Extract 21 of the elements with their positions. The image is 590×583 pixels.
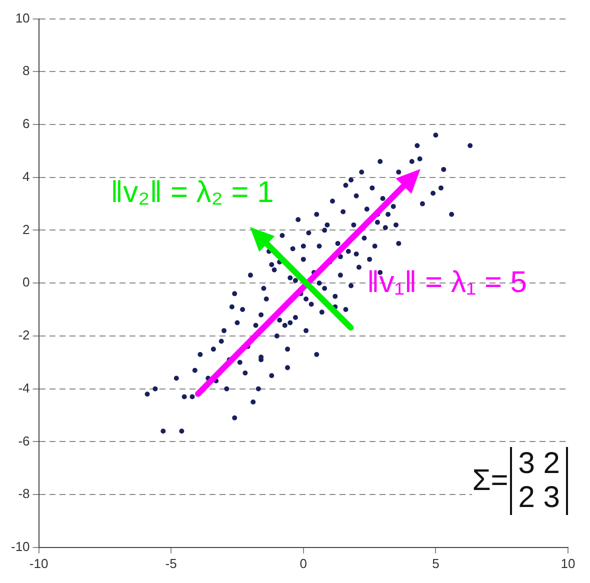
- matrix-brackets: 3 2 2 3: [510, 447, 568, 515]
- annotation: 3 2: [518, 447, 560, 481]
- x-tick-label: 10: [560, 556, 576, 571]
- y-tick-label: 0: [22, 274, 30, 290]
- y-tick-label: 4: [22, 168, 30, 184]
- y-tick-label: -6: [18, 433, 30, 448]
- annotation: ‖v₂‖ = λ₂ = 1: [110, 176, 274, 210]
- y-tick-label: 2: [22, 222, 30, 237]
- y-tick-label: 10: [15, 10, 30, 26]
- annotation: ‖v₁‖ = λ₁ = 5: [366, 266, 527, 300]
- annotation: Σ=: [472, 464, 508, 498]
- y-tick-label: -8: [18, 486, 30, 502]
- y-tick-label: -4: [18, 380, 30, 396]
- y-tick-label: -2: [18, 328, 30, 343]
- annotation: 2 3: [518, 481, 560, 515]
- y-tick-label: 8: [22, 63, 30, 78]
- x-tick-label: 5: [432, 556, 440, 571]
- y-tick-label: -10: [10, 538, 30, 554]
- x-tick-label: 0: [300, 556, 308, 571]
- x-tick-label: -5: [165, 556, 177, 571]
- y-tick-label: 6: [22, 116, 30, 132]
